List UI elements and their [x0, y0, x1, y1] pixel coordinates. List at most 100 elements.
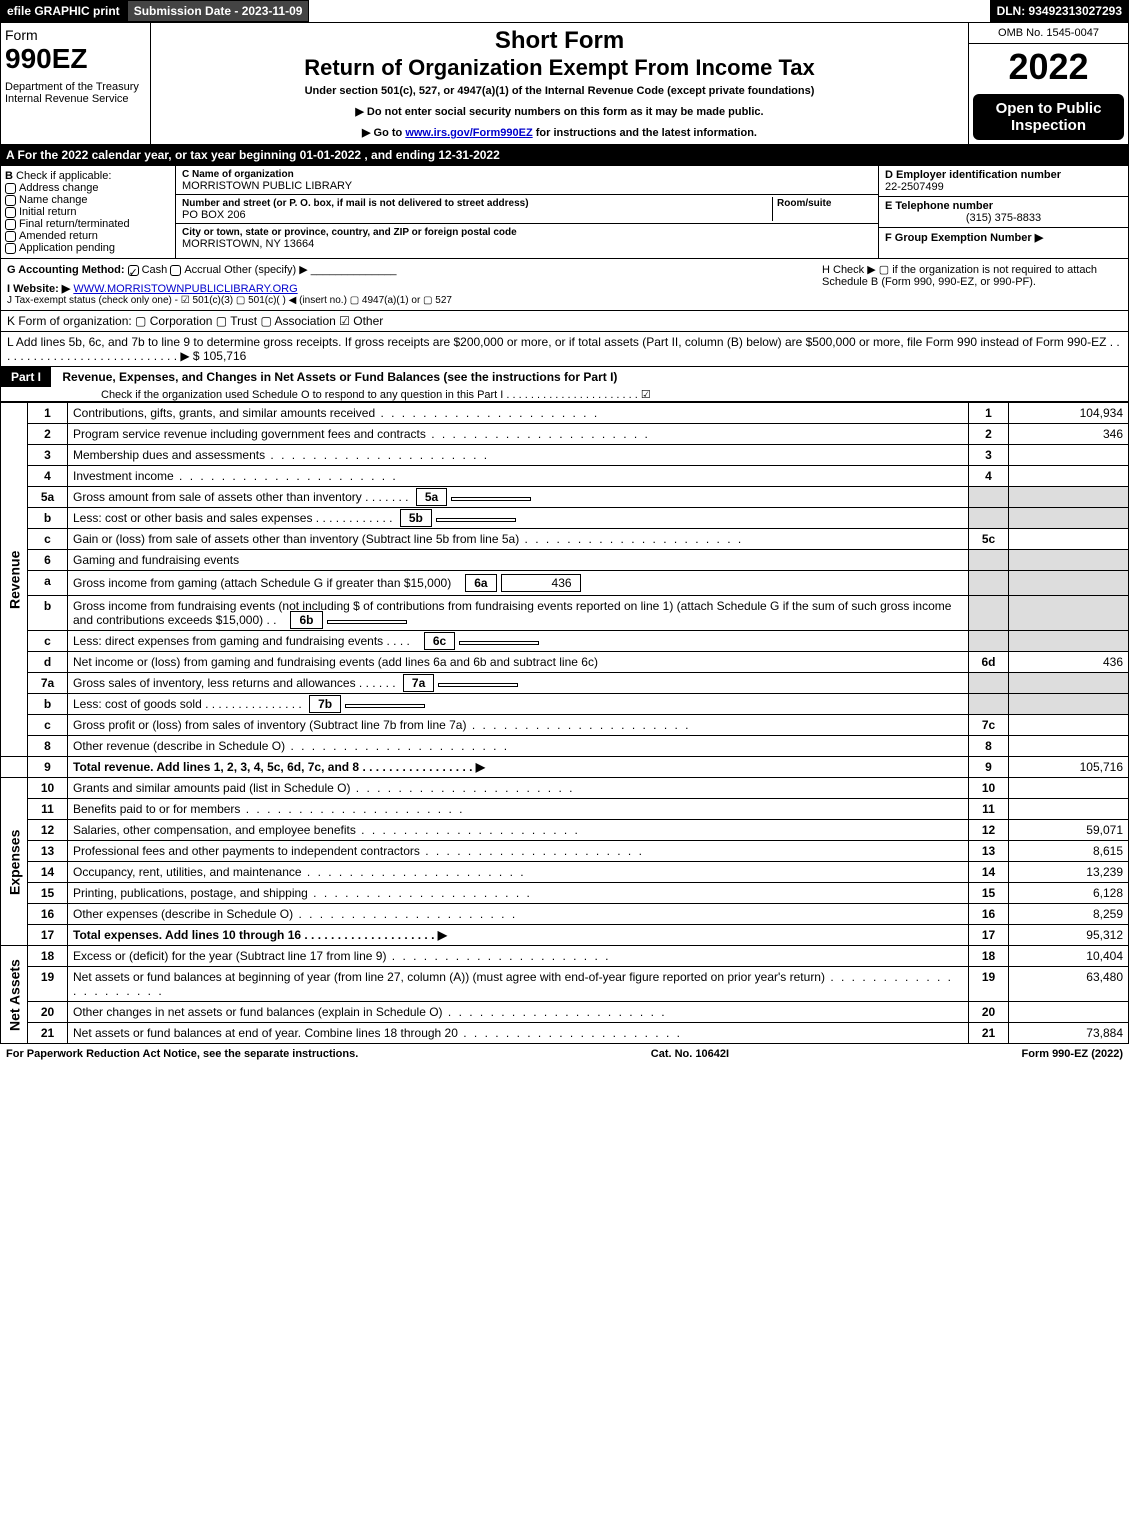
row-7a-amt: [1009, 673, 1129, 694]
row-19-rn: 19: [969, 967, 1009, 1002]
row-4-desc: Investment income: [68, 466, 969, 487]
opt-address: Address change: [19, 182, 99, 194]
row-7c-num: c: [28, 715, 68, 736]
row-5a-mini: 5a: [416, 488, 447, 506]
row-15-desc: Printing, publications, postage, and shi…: [68, 883, 969, 904]
row-13-desc: Professional fees and other payments to …: [68, 841, 969, 862]
row-5b-amt: [1009, 508, 1129, 529]
row-2-num: 2: [28, 424, 68, 445]
tel: (315) 375-8833: [885, 212, 1122, 224]
short-form-title: Short Form: [155, 27, 964, 55]
row-3-num: 3: [28, 445, 68, 466]
row-7c-desc: Gross profit or (loss) from sales of inv…: [68, 715, 969, 736]
checkbox-accrual[interactable]: [170, 265, 181, 276]
row-6-rn: [969, 550, 1009, 571]
row-7a-text: Gross sales of inventory, less returns a…: [73, 676, 356, 690]
row-19-num: 19: [28, 967, 68, 1002]
submission-date: Submission Date - 2023-11-09: [127, 0, 310, 22]
row-18-rn: 18: [969, 946, 1009, 967]
city: MORRISTOWN, NY 13664: [182, 238, 314, 250]
header-left: Form 990EZ Department of the Treasury In…: [1, 23, 151, 144]
row-12-amt: 59,071: [1009, 820, 1129, 841]
row-18-num: 18: [28, 946, 68, 967]
row-7c-amt: [1009, 715, 1129, 736]
row-3-rn: 3: [969, 445, 1009, 466]
group-label: F Group Exemption Number ▶: [885, 232, 1043, 244]
g-label: G Accounting Method:: [7, 264, 125, 276]
row-6d-desc: Net income or (loss) from gaming and fun…: [68, 652, 969, 673]
row-18-desc: Excess or (deficit) for the year (Subtra…: [68, 946, 969, 967]
irs-link[interactable]: www.irs.gov/Form990EZ: [405, 127, 532, 139]
entity-info: B Check if applicable: Address change Na…: [0, 165, 1129, 259]
org-name: MORRISTOWN PUBLIC LIBRARY: [182, 180, 352, 192]
row-6c-text: Less: direct expenses from gaming and fu…: [73, 634, 383, 648]
footer-left: For Paperwork Reduction Act Notice, see …: [6, 1048, 358, 1060]
row-19-amt: 63,480: [1009, 967, 1129, 1002]
goto-post: for instructions and the latest informat…: [533, 127, 757, 139]
row-8-rn: 8: [969, 736, 1009, 757]
row-1-num: 1: [28, 403, 68, 424]
line-a: A For the 2022 calendar year, or tax yea…: [0, 145, 1129, 165]
checkbox-cash[interactable]: ✓: [128, 265, 139, 276]
org-name-label: C Name of organization: [182, 169, 294, 180]
row-21-desc: Net assets or fund balances at end of ye…: [68, 1023, 969, 1044]
row-6d-num: d: [28, 652, 68, 673]
row-2-rn: 2: [969, 424, 1009, 445]
l-text: L Add lines 5b, 6c, and 7b to line 9 to …: [7, 335, 1120, 363]
checkbox-initial-return[interactable]: [5, 207, 16, 218]
row-6c-amt: [1009, 631, 1129, 652]
row-7a-mini: 7a: [403, 674, 434, 692]
row-11-amt: [1009, 799, 1129, 820]
row-12-num: 12: [28, 820, 68, 841]
goto-link-line: ▶ Go to www.irs.gov/Form990EZ for instru…: [155, 126, 964, 139]
row-2-desc: Program service revenue including govern…: [68, 424, 969, 445]
row-10-amt: [1009, 778, 1129, 799]
checkbox-name-change[interactable]: [5, 195, 16, 206]
form-number: 990EZ: [5, 43, 146, 75]
row-6b-mini: 6b: [290, 611, 322, 629]
dept-label: Department of the Treasury Internal Reve…: [5, 81, 146, 105]
row-4-rn: 4: [969, 466, 1009, 487]
form-word: Form: [5, 27, 146, 43]
row-17-desc: Total expenses. Add lines 10 through 16 …: [68, 925, 969, 946]
under-section: Under section 501(c), 527, or 4947(a)(1)…: [155, 85, 964, 97]
row-5a-miniamt: [451, 497, 531, 501]
row-7b-miniamt: [345, 704, 425, 708]
dln: DLN: 93492313027293: [990, 0, 1129, 22]
row-21-amt: 73,884: [1009, 1023, 1129, 1044]
row-21-num: 21: [28, 1023, 68, 1044]
row-19-desc: Net assets or fund balances at beginning…: [68, 967, 969, 1002]
checkbox-application-pending[interactable]: [5, 243, 16, 254]
row-6b-rn: [969, 596, 1009, 631]
checkbox-final-return[interactable]: [5, 219, 16, 230]
row-6b-miniamt: [327, 620, 407, 624]
section-l: L Add lines 5b, 6c, and 7b to line 9 to …: [0, 332, 1129, 367]
row-6b-text: Gross income from fundraising events (no…: [73, 599, 951, 627]
row-7b-mini: 7b: [309, 695, 341, 713]
checkbox-address-change[interactable]: [5, 183, 16, 194]
row-6c-mini: 6c: [424, 632, 455, 650]
opt-accrual: Accrual: [184, 264, 221, 276]
row-20-rn: 20: [969, 1002, 1009, 1023]
goto-pre: ▶ Go to: [362, 127, 405, 139]
row-9-text: Total revenue. Add lines 1, 2, 3, 4, 5c,…: [73, 760, 485, 774]
row-10-num: 10: [28, 778, 68, 799]
row-12-desc: Salaries, other compensation, and employ…: [68, 820, 969, 841]
row-7b-desc: Less: cost of goods sold . . . . . . . .…: [68, 694, 969, 715]
row-7a-num: 7a: [28, 673, 68, 694]
row-20-amt: [1009, 1002, 1129, 1023]
checkbox-amended-return[interactable]: [5, 231, 16, 242]
row-12-rn: 12: [969, 820, 1009, 841]
row-6b-amt: [1009, 596, 1129, 631]
row-21-rn: 21: [969, 1023, 1009, 1044]
website-link[interactable]: WWW.MORRISTOWNPUBLICLIBRARY.ORG: [73, 283, 297, 295]
row-11-num: 11: [28, 799, 68, 820]
page-footer: For Paperwork Reduction Act Notice, see …: [0, 1044, 1129, 1064]
row-17-text: Total expenses. Add lines 10 through 16 …: [73, 928, 447, 942]
efile-label[interactable]: efile GRAPHIC print: [0, 0, 127, 22]
row-6c-num: c: [28, 631, 68, 652]
row-5a-text: Gross amount from sale of assets other t…: [73, 490, 362, 504]
expenses-label: Expenses: [1, 778, 28, 946]
row-6-amt: [1009, 550, 1129, 571]
row-7b-text: Less: cost of goods sold: [73, 697, 202, 711]
